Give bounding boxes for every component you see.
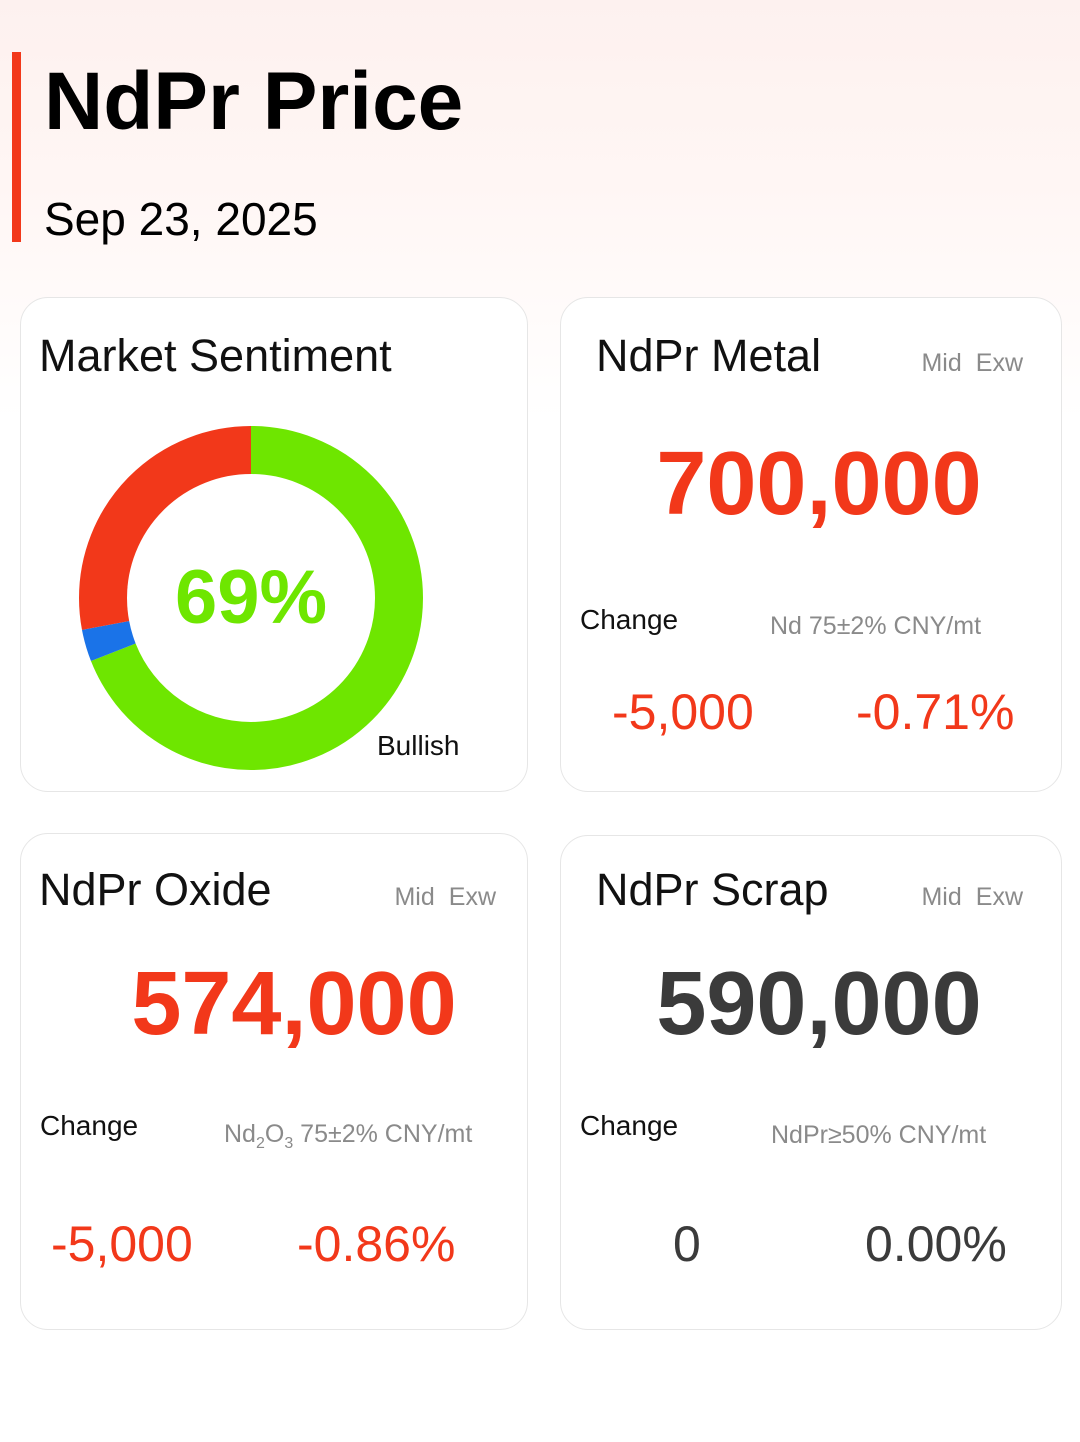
sentiment-percent: 69% (174, 555, 328, 640)
oxide-spec-nd: Nd (224, 1120, 256, 1148)
oxide-title: NdPr Oxide (39, 864, 272, 915)
scrap-exw-label: Exw (975, 883, 1023, 911)
sentiment-title: Market Sentiment (39, 330, 392, 381)
scrap-mid-label: Mid (921, 883, 962, 911)
ndpr-scrap-card[interactable]: NdPr Scrap Mid Exw 590,000 Change NdPr≥50… (560, 835, 1062, 1330)
oxide-spec: Nd2O3 75±2% CNY/mt (224, 1119, 473, 1152)
oxide-spec-o: O (264, 1120, 285, 1148)
metal-mid-label: Mid (921, 349, 962, 377)
scrap-change-label: Change (580, 1110, 679, 1141)
scrap-price: 590,000 (656, 954, 982, 1054)
ndpr-metal-card[interactable]: NdPr Metal Mid Exw 700,000 Change Nd 75±2… (560, 297, 1062, 792)
metal-price: 700,000 (656, 434, 982, 534)
page-title: NdPr Price (44, 56, 464, 147)
oxide-meta: Mid Exw (394, 882, 496, 912)
scrap-meta: Mid Exw (921, 882, 1023, 912)
sentiment-donut-chart (79, 426, 423, 770)
scrap-change-pct: 0.00% (865, 1216, 1007, 1272)
scrap-title: NdPr Scrap (596, 864, 829, 915)
page-date: Sep 23, 2025 (44, 193, 318, 245)
oxide-price: 574,000 (131, 954, 457, 1054)
oxide-change-pct: -0.86% (297, 1216, 456, 1272)
metal-title: NdPr Metal (596, 330, 822, 381)
oxide-spec-sub2: 3 (284, 1135, 294, 1152)
oxide-spec-rest: 75±2% CNY/mt (293, 1120, 473, 1148)
oxide-exw-label: Exw (448, 883, 496, 911)
scrap-change-abs: 0 (673, 1216, 701, 1272)
metal-change-label: Change (580, 604, 679, 635)
metal-meta: Mid Exw (921, 348, 1023, 378)
oxide-spec-sub1: 2 (255, 1135, 265, 1152)
header-accent-bar (12, 52, 21, 242)
donut-segment-bearish (79, 426, 423, 770)
oxide-change-label: Change (40, 1110, 139, 1141)
market-sentiment-card[interactable]: Market Sentiment 69% Bullish (20, 297, 528, 792)
metal-exw-label: Exw (975, 349, 1023, 377)
metal-change-pct: -0.71% (856, 684, 1015, 740)
bullish-label: Bullish (377, 730, 460, 761)
oxide-change-abs: -5,000 (51, 1216, 193, 1272)
ndpr-oxide-card[interactable]: NdPr Oxide Mid Exw 574,000 Change Nd2O3 7… (20, 833, 528, 1330)
metal-change-abs: -5,000 (612, 684, 754, 740)
oxide-mid-label: Mid (394, 883, 435, 911)
scrap-spec: NdPr≥50% CNY/mt (771, 1121, 987, 1149)
metal-spec: Nd 75±2% CNY/mt (770, 612, 982, 640)
